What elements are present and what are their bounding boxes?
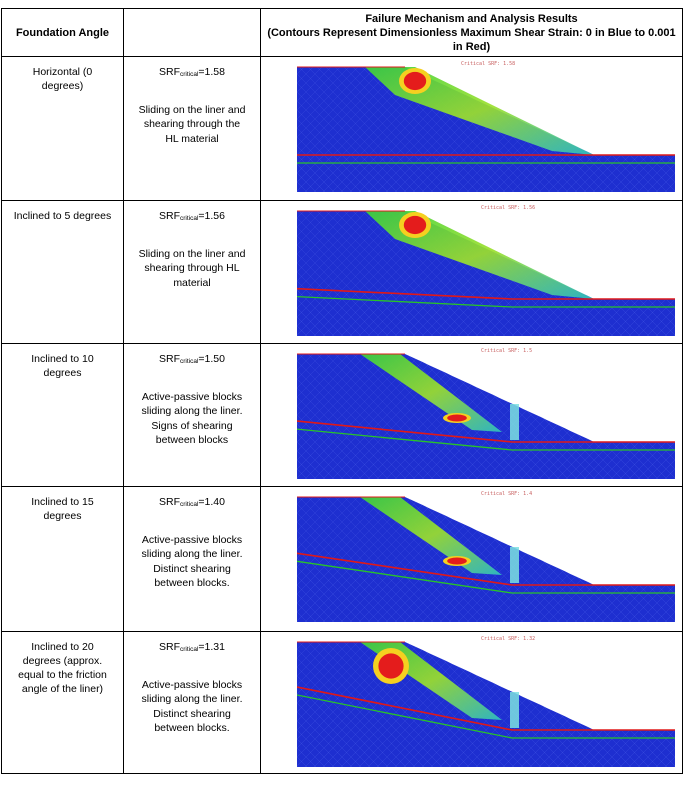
- foundation-line: [297, 560, 675, 594]
- srf-cell: SRFcritical=1.31 Active-passive blocks sl…: [123, 631, 261, 774]
- failure-description: Sliding on the liner and shearing throug…: [138, 103, 246, 145]
- srf-value: =1.58: [198, 66, 225, 78]
- srf-subscript: critical: [180, 215, 199, 222]
- srf-prefix: SRF: [159, 66, 180, 78]
- srf-cell: SRFcritical=1.50 Active-passive blocks sl…: [123, 343, 261, 487]
- foundation-line: [297, 428, 675, 451]
- red-zone: [403, 215, 427, 235]
- red-zone: [447, 557, 467, 565]
- header-row: Foundation Angle Failure Mechanism and A…: [1, 8, 683, 57]
- srf-cell: SRFcritical=1.56 Sliding on the liner and…: [123, 200, 261, 344]
- result-row: Horizontal (0 degrees) SRFcritical=1.58 Sl…: [1, 56, 683, 201]
- foundation-mesh: [297, 288, 675, 336]
- failure-plot-cell: Critical SRF: 1.5: [260, 343, 683, 487]
- srf-prefix: SRF: [159, 210, 180, 222]
- shear-strain-contour-plot: [297, 640, 675, 767]
- red-zone: [403, 71, 427, 91]
- srf-prefix: SRF: [159, 496, 180, 508]
- srf-prefix: SRF: [159, 353, 180, 365]
- foundation-angle: Inclined to 15 degrees: [31, 496, 94, 522]
- srf-value: =1.40: [198, 496, 225, 508]
- header-subtitle: (Contours Represent Dimensionless Maximu…: [267, 26, 676, 53]
- foundation-mesh: [297, 421, 675, 479]
- foundation-angle: Inclined to 10 degrees: [31, 353, 94, 379]
- foundation-angle-cell: Inclined to 10 degrees: [1, 343, 124, 487]
- foundation-angle: Inclined to 20 degrees (approx. equal to…: [18, 641, 107, 695]
- srf-critical: SRFcritical=1.58: [124, 65, 260, 83]
- srf-critical: SRFcritical=1.50: [124, 352, 260, 370]
- srf-value: =1.56: [198, 210, 225, 222]
- srf-prefix: SRF: [159, 641, 180, 653]
- header-title: Failure Mechanism and Analysis Results: [365, 12, 578, 25]
- shear-strain-contour-plot: [297, 65, 675, 192]
- shear-strain-contour-plot: [297, 352, 675, 479]
- critical-srf-label: Critical SRF: 1.58: [461, 61, 516, 67]
- foundation-angle-cell: Horizontal (0 degrees): [1, 56, 124, 201]
- foundation-angle-cell: Inclined to 5 degrees: [1, 200, 124, 344]
- liner-line: [297, 552, 675, 586]
- shear-band: [360, 497, 502, 575]
- foundation-angle-cell: Inclined to 15 degrees: [1, 486, 124, 632]
- srf-cell: SRFcritical=1.40 Active-passive blocks sl…: [123, 486, 261, 632]
- foundation-mesh: [297, 553, 675, 622]
- header-foundation-angle: Foundation Angle: [1, 8, 124, 57]
- header-failure-mechanism: Failure Mechanism and Analysis Results (…: [260, 8, 683, 57]
- srf-critical: SRFcritical=1.56: [124, 209, 260, 227]
- failure-description: Active-passive blocks sliding along the …: [141, 390, 243, 447]
- result-row: Inclined to 15 degrees SRFcritical=1.40 Ac…: [1, 486, 683, 632]
- results-table: Foundation Angle Failure Mechanism and A…: [1, 8, 683, 774]
- shear-strain-contour-plot: [297, 495, 675, 622]
- inter-block-shear: [510, 692, 519, 728]
- foundation-angle-cell: Inclined to 20 degrees (approx. equal to…: [1, 631, 124, 774]
- failure-plot-cell: Critical SRF: 1.58: [260, 56, 683, 201]
- failure-description: Sliding on the liner and shearing throug…: [138, 247, 246, 289]
- shear-strain-contour-plot: [297, 209, 675, 336]
- foundation-line: [297, 694, 675, 739]
- failure-description: Active-passive blocks sliding along the …: [141, 533, 243, 590]
- failure-plot-cell: Critical SRF: 1.32: [260, 631, 683, 774]
- foundation-angle: Horizontal (0 degrees): [32, 66, 93, 92]
- result-row: Inclined to 5 degrees SRFcritical=1.56 Sli…: [1, 200, 683, 344]
- foundation-line: [297, 296, 675, 308]
- foundation-mesh: [297, 686, 675, 767]
- inter-block-shear: [510, 404, 519, 440]
- foundation-mesh: [297, 155, 675, 192]
- critical-srf-label: Critical SRF: 1.5: [481, 348, 533, 354]
- shear-band: [360, 354, 502, 432]
- srf-critical: SRFcritical=1.31: [124, 640, 260, 658]
- srf-subscript: critical: [180, 358, 199, 365]
- srf-cell: SRFcritical=1.58 Sliding on the liner and…: [123, 56, 261, 201]
- liner-line: [297, 287, 675, 300]
- failure-description: Active-passive blocks sliding along the …: [141, 678, 243, 735]
- inter-block-shear: [510, 547, 519, 583]
- result-row: Inclined to 20 degrees (approx. equal to…: [1, 631, 683, 774]
- result-row: Inclined to 10 degrees SRFcritical=1.50 Ac…: [1, 343, 683, 487]
- srf-value: =1.31: [198, 641, 225, 653]
- critical-srf-label: Critical SRF: 1.32: [481, 636, 536, 642]
- red-zone: [378, 653, 404, 679]
- red-zone: [447, 414, 467, 422]
- srf-subscript: critical: [180, 646, 199, 653]
- failure-plot-cell: Critical SRF: 1.56: [260, 200, 683, 344]
- failure-plot-cell: Critical SRF: 1.4: [260, 486, 683, 632]
- srf-critical: SRFcritical=1.40: [124, 495, 260, 513]
- liner-line: [297, 686, 675, 731]
- srf-subscript: critical: [180, 501, 199, 508]
- critical-srf-label: Critical SRF: 1.4: [481, 491, 533, 497]
- srf-value: =1.50: [198, 353, 225, 365]
- foundation-angle: Inclined to 5 degrees: [13, 210, 112, 222]
- liner-line: [297, 420, 675, 443]
- header-empty: [123, 8, 261, 57]
- critical-srf-label: Critical SRF: 1.56: [481, 205, 536, 211]
- srf-subscript: critical: [180, 71, 199, 78]
